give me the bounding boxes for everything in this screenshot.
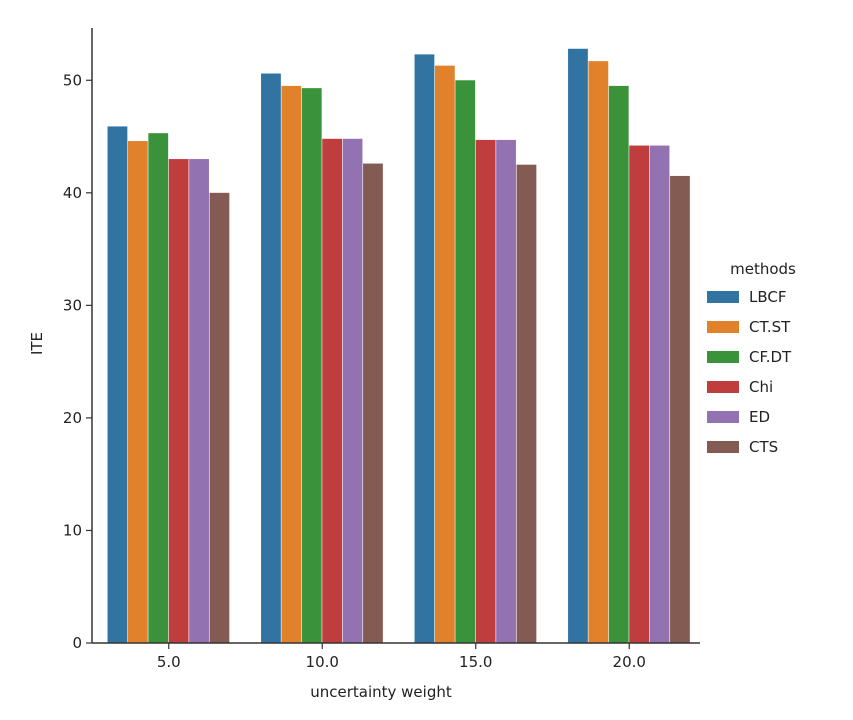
y-tick-label: 0: [72, 634, 82, 652]
bar-lbcf-15-0: [414, 54, 435, 644]
bar-cts-5-0: [209, 192, 230, 643]
legend-label: LBCF: [749, 288, 787, 306]
legend-label: ED: [749, 408, 770, 426]
axes-layer: [91, 28, 700, 644]
bar-cts-15-0: [516, 164, 537, 643]
legend-swatch: [707, 411, 739, 423]
bar-chi-20-0: [629, 145, 650, 644]
bar-ct-st-15-0: [434, 65, 455, 643]
bar-ct-st-20-0: [588, 61, 609, 643]
legend-label: CF.DT: [749, 348, 792, 366]
x-tick-label: 10.0: [306, 653, 339, 671]
legend-items: LBCF CT.ST CF.DT Chi ED CTS: [707, 288, 792, 456]
bar-ed-10-0: [342, 138, 363, 643]
y-tick-label: 30: [63, 296, 82, 314]
bar-cf-dt-5-0: [148, 133, 169, 643]
legend-label: CT.ST: [749, 318, 791, 336]
bar-chi-5-0: [168, 159, 189, 643]
bar-ct-st-5-0: [127, 141, 148, 643]
legend: methods LBCF CT.ST CF.DT Chi ED CTS: [707, 260, 796, 456]
bar-chi-10-0: [322, 138, 343, 643]
legend-swatch: [707, 321, 739, 333]
bars-layer: [107, 48, 690, 644]
bar-cf-dt-10-0: [301, 88, 322, 644]
x-tick-label: 20.0: [613, 653, 646, 671]
legend-swatch: [707, 441, 739, 453]
bar-lbcf-5-0: [107, 126, 128, 643]
bar-ed-20-0: [649, 145, 670, 644]
y-tick-label: 10: [63, 521, 82, 539]
x-tick-label: 5.0: [157, 653, 181, 671]
y-tick-label: 20: [63, 409, 82, 427]
bar-ed-5-0: [189, 159, 209, 643]
bar-lbcf-10-0: [261, 73, 281, 643]
x-tick-label: 15.0: [459, 653, 492, 671]
bar-cf-dt-20-0: [608, 85, 629, 643]
y-axis-label: ITE: [28, 332, 46, 355]
legend-label: CTS: [749, 438, 778, 456]
legend-label: Chi: [749, 378, 773, 396]
y-ticks: 0 10 20 30 40 50: [63, 71, 92, 652]
legend-swatch: [707, 351, 739, 363]
legend-swatch: [707, 381, 739, 393]
bar-chi-15-0: [475, 139, 496, 643]
y-tick-label: 50: [63, 71, 82, 89]
legend-swatch: [707, 291, 739, 303]
x-axis-label: uncertainty weight: [310, 683, 452, 701]
bar-lbcf-20-0: [568, 48, 588, 643]
legend-title: methods: [730, 260, 796, 278]
bar-cts-20-0: [670, 175, 690, 643]
bar-cts-10-0: [363, 163, 383, 643]
bar-ct-st-10-0: [281, 85, 302, 643]
bar-cf-dt-15-0: [455, 80, 476, 644]
x-ticks: 5.0 10.0 15.0 20.0: [157, 643, 646, 671]
bar-ed-15-0: [496, 139, 516, 643]
y-tick-label: 40: [63, 184, 82, 202]
